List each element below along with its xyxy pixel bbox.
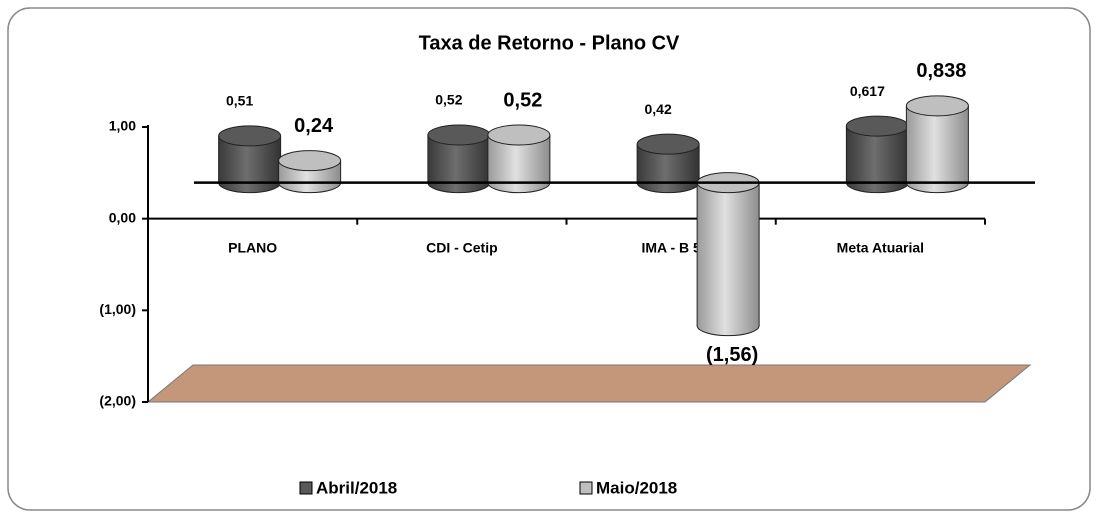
- bar-part: [218, 125, 282, 147]
- bar: [845, 115, 909, 194]
- legend-label: Maio/2018: [596, 478, 677, 497]
- y-tick-label: (1,00): [99, 301, 136, 317]
- x-tick-label: Meta Atuarial: [837, 239, 924, 255]
- legend-swatch: [299, 481, 313, 495]
- bar-part: [278, 150, 342, 172]
- value-label: 0,617: [850, 83, 885, 99]
- bar-part: [487, 124, 551, 146]
- floor: [146, 364, 1032, 403]
- bar-part: [906, 105, 969, 183]
- legend-label: Abril/2018: [316, 478, 397, 497]
- value-label: 0,52: [435, 92, 462, 108]
- value-label: (1,56): [706, 344, 758, 366]
- bar: [905, 95, 969, 194]
- bar-part: [845, 115, 909, 137]
- bar: [696, 172, 760, 337]
- bar-part: [427, 124, 491, 146]
- bar-part: [697, 182, 760, 326]
- bar: [636, 133, 700, 194]
- y-tick-label: 1,00: [109, 118, 136, 134]
- y-tick-label: (2,00): [99, 393, 136, 409]
- chart-title: Taxa de Retorno - Plano CV: [419, 32, 680, 54]
- value-label: 0,24: [294, 115, 334, 137]
- bar-part: [905, 95, 969, 117]
- y-tick-label: 0,00: [109, 209, 136, 225]
- value-label: 0,42: [645, 101, 672, 117]
- panel: [7, 7, 1091, 511]
- bar-part: [636, 133, 700, 155]
- x-tick-label: PLANO: [228, 239, 277, 255]
- value-label: 0,51: [226, 93, 253, 109]
- x-tick-label: IMA - B 5: [641, 239, 701, 255]
- value-label: 0,52: [503, 89, 542, 111]
- x-tick-label: CDI - Cetip: [426, 239, 498, 255]
- value-label: 0,838: [916, 60, 966, 82]
- bar: [278, 150, 342, 194]
- legend-swatch: [579, 481, 593, 495]
